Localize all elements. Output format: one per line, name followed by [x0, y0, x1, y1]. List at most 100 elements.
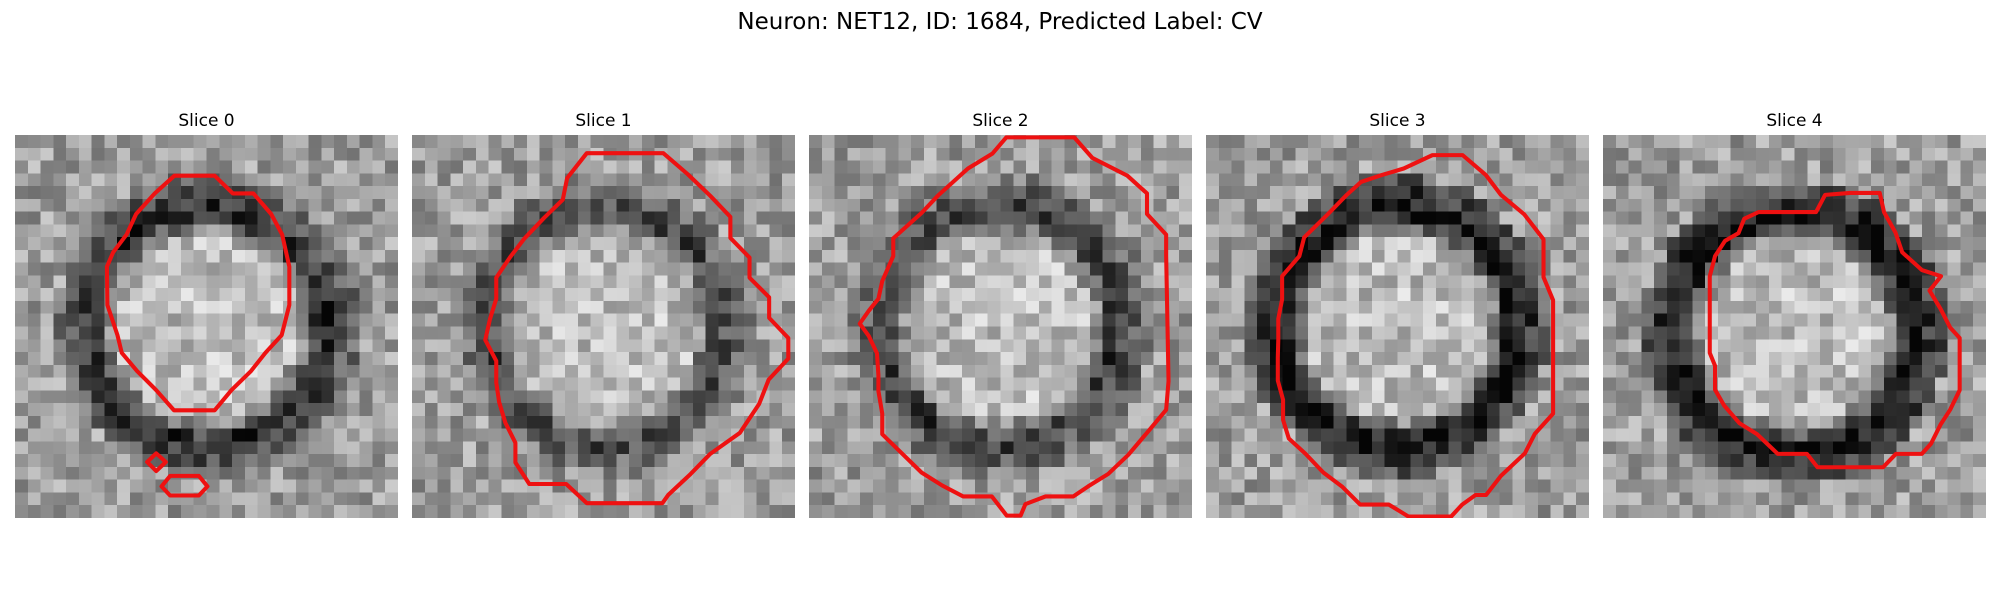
image-pixel	[1550, 275, 1564, 289]
image-pixel	[680, 313, 694, 327]
image-pixel	[514, 198, 528, 212]
image-pixel	[731, 198, 745, 212]
image-pixel	[1064, 237, 1078, 251]
image-pixel	[1576, 492, 1589, 506]
image-pixel	[590, 441, 604, 455]
image-pixel	[731, 147, 745, 161]
image-pixel	[129, 147, 143, 161]
image-pixel	[321, 377, 335, 391]
image-pixel	[667, 186, 681, 200]
image-pixel	[180, 415, 194, 429]
image-pixel	[1423, 326, 1437, 340]
image-pixel	[232, 339, 246, 353]
image-pixel	[270, 135, 284, 149]
image-pixel	[437, 339, 451, 353]
image-pixel	[1064, 147, 1078, 161]
image-pixel	[53, 326, 67, 340]
image-pixel	[641, 364, 655, 378]
image-pixel	[577, 211, 591, 225]
image-pixel	[295, 249, 309, 263]
image-pixel	[1909, 198, 1923, 212]
image-pixel	[1371, 441, 1385, 455]
image-pixel	[1218, 352, 1232, 366]
image-pixel	[1794, 211, 1808, 225]
image-pixel	[1960, 160, 1974, 174]
image-pixel	[15, 441, 29, 455]
image-pixel	[1346, 211, 1360, 225]
image-pixel	[117, 377, 131, 391]
image-pixel	[821, 135, 835, 149]
image-pixel	[270, 249, 284, 263]
image-pixel	[641, 211, 655, 225]
image-pixel	[1947, 339, 1961, 353]
image-pixel	[1102, 377, 1116, 391]
image-pixel	[680, 492, 694, 506]
image-pixel	[27, 326, 41, 340]
image-pixel	[821, 326, 835, 340]
image-pixel	[206, 262, 220, 276]
image-pixel	[1576, 237, 1589, 251]
image-pixel	[40, 339, 54, 353]
image-pixel	[372, 275, 386, 289]
image-pixel	[1576, 288, 1589, 302]
image-pixel	[1499, 262, 1513, 276]
image-pixel	[809, 237, 823, 251]
image-pixel	[1140, 288, 1154, 302]
image-pixel	[193, 275, 207, 289]
image-pixel	[809, 249, 823, 263]
image-pixel	[756, 211, 770, 225]
image-pixel	[1858, 147, 1872, 161]
image-pixel	[295, 428, 309, 442]
image-pixel	[1934, 326, 1948, 340]
image-pixel	[117, 249, 131, 263]
image-pixel	[514, 479, 528, 493]
image-pixel	[206, 466, 220, 480]
image-pixel	[424, 275, 438, 289]
image-pixel	[1166, 160, 1180, 174]
image-pixel	[1486, 300, 1500, 314]
image-pixel	[372, 224, 386, 238]
image-pixel	[53, 186, 67, 200]
image-pixel	[743, 377, 757, 391]
image-pixel	[1115, 288, 1129, 302]
image-pixel	[936, 160, 950, 174]
image-pixel	[321, 492, 335, 506]
image-pixel	[949, 275, 963, 289]
image-pixel	[1537, 364, 1551, 378]
image-pixel	[1947, 377, 1961, 391]
image-pixel	[1179, 160, 1192, 174]
image-pixel	[1064, 173, 1078, 187]
image-pixel	[1384, 147, 1398, 161]
image-pixel	[1384, 262, 1398, 276]
image-pixel	[577, 198, 591, 212]
image-pixel	[1628, 237, 1642, 251]
image-pixel	[705, 300, 719, 314]
image-pixel	[526, 262, 540, 276]
image-pixel	[1717, 403, 1731, 417]
image-pixel	[1486, 275, 1500, 289]
image-pixel	[308, 224, 322, 238]
image-pixel	[475, 300, 489, 314]
image-pixel	[1934, 224, 1948, 238]
image-pixel	[962, 288, 976, 302]
image-pixel	[731, 313, 745, 327]
image-pixel	[1346, 454, 1360, 468]
image-pixel	[1051, 492, 1065, 506]
image-pixel	[782, 211, 795, 225]
image-pixel	[1000, 173, 1014, 187]
image-pixel	[667, 454, 681, 468]
image-pixel	[1102, 492, 1116, 506]
image-pixel	[1807, 275, 1821, 289]
image-pixel	[590, 173, 604, 187]
image-pixel	[206, 454, 220, 468]
image-pixel	[1269, 237, 1283, 251]
image-pixel	[1206, 479, 1220, 493]
image-pixel	[66, 300, 80, 314]
image-pixel	[334, 173, 348, 187]
image-pixel	[412, 415, 426, 429]
image-pixel	[450, 224, 464, 238]
image-pixel	[1384, 275, 1398, 289]
image-pixel	[692, 288, 706, 302]
image-pixel	[603, 415, 617, 429]
image-pixel	[526, 288, 540, 302]
